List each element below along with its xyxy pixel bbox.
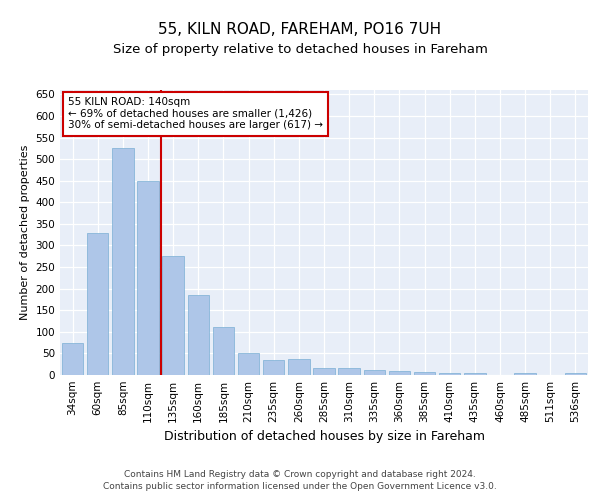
Text: 55 KILN ROAD: 140sqm
← 69% of detached houses are smaller (1,426)
30% of semi-de: 55 KILN ROAD: 140sqm ← 69% of detached h… <box>68 97 323 130</box>
Bar <box>565 373 586 375</box>
X-axis label: Distribution of detached houses by size in Fareham: Distribution of detached houses by size … <box>163 430 485 444</box>
Bar <box>514 373 536 375</box>
Bar <box>464 373 485 375</box>
Bar <box>288 359 310 375</box>
Bar <box>263 360 284 375</box>
Text: 55, KILN ROAD, FAREHAM, PO16 7UH: 55, KILN ROAD, FAREHAM, PO16 7UH <box>158 22 442 38</box>
Bar <box>87 232 109 375</box>
Text: Contains public sector information licensed under the Open Government Licence v3: Contains public sector information licen… <box>103 482 497 491</box>
Bar <box>414 372 435 375</box>
Bar <box>62 342 83 375</box>
Bar <box>163 256 184 375</box>
Text: Contains HM Land Registry data © Crown copyright and database right 2024.: Contains HM Land Registry data © Crown c… <box>124 470 476 479</box>
Bar <box>112 148 134 375</box>
Bar <box>213 326 234 375</box>
Bar <box>389 371 410 375</box>
Text: Size of property relative to detached houses in Fareham: Size of property relative to detached ho… <box>113 42 487 56</box>
Bar <box>439 373 460 375</box>
Bar <box>338 368 360 375</box>
Bar <box>137 180 158 375</box>
Bar <box>188 295 209 375</box>
Bar <box>313 368 335 375</box>
Bar <box>364 370 385 375</box>
Y-axis label: Number of detached properties: Number of detached properties <box>20 145 30 320</box>
Bar <box>238 352 259 375</box>
